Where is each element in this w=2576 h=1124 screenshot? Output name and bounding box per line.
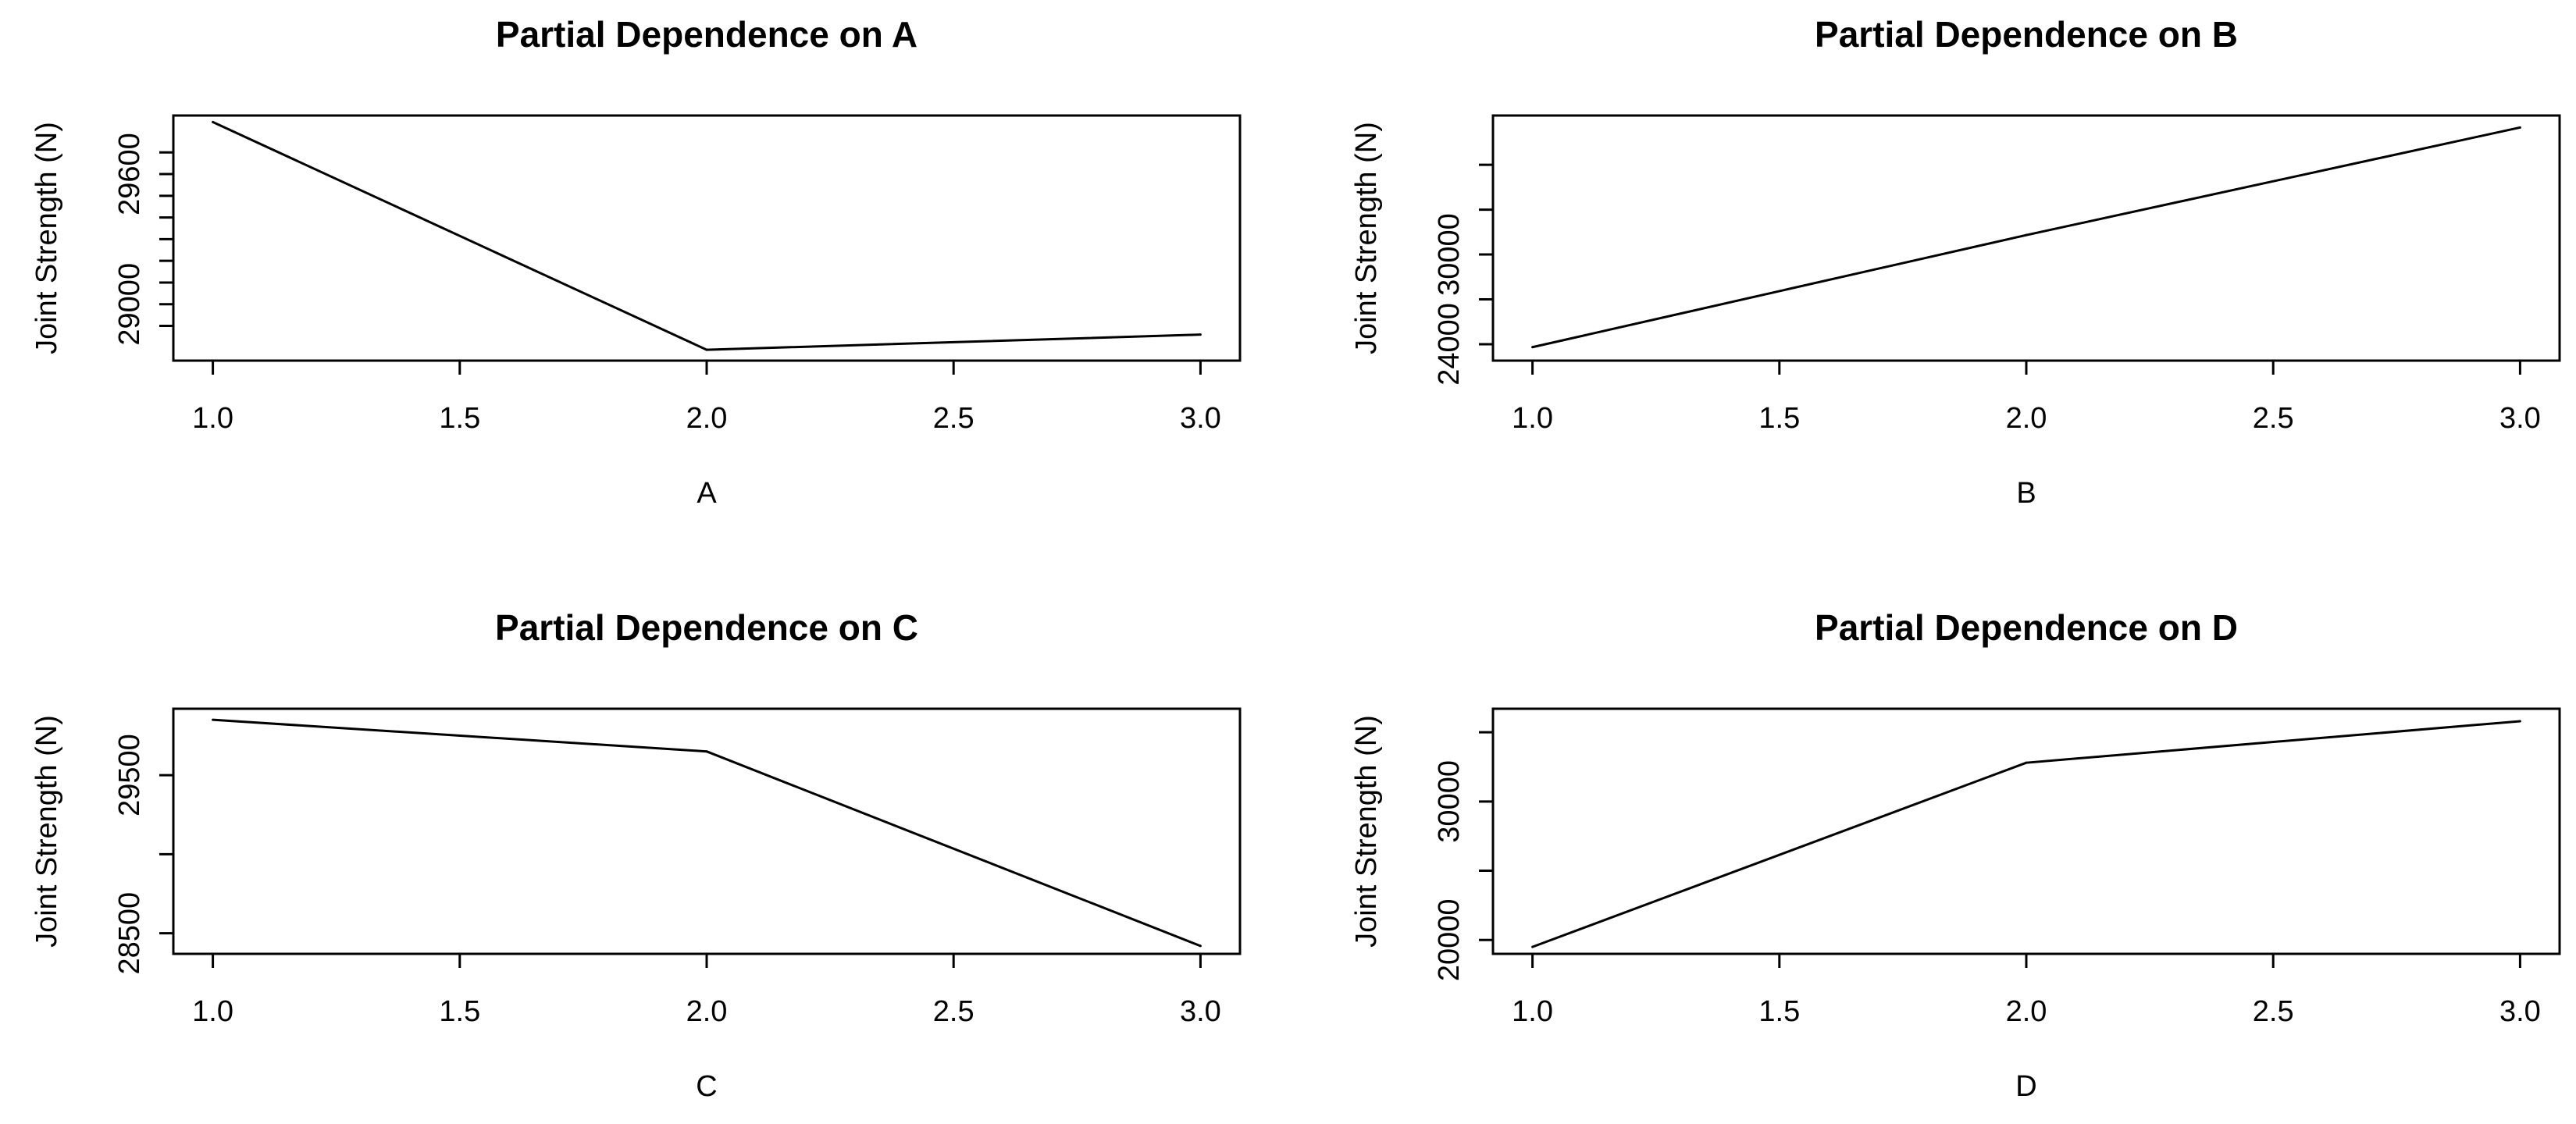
plot-frame	[172, 114, 1242, 362]
y-tick-label: 29600	[113, 133, 146, 215]
x-axis-label: A	[697, 477, 717, 510]
plot-frame	[1491, 114, 2561, 362]
data-point	[2025, 761, 2028, 764]
x-tick-label: 2.0	[686, 995, 728, 1028]
x-tick-label: 2.5	[933, 402, 974, 435]
x-axis-label: D	[2015, 1070, 2036, 1103]
y-tick-label: 29000	[113, 263, 146, 346]
y-tick-label: 30000	[1433, 760, 1466, 843]
x-tick-label: 2.0	[2006, 402, 2047, 435]
x-tick-label: 2.5	[933, 995, 974, 1028]
panel-3: Partial Dependence on C 1.0 1.5 2.0 2.5 3.0 28…	[30, 607, 1242, 1103]
panel-1: Partial Dependence on A 1.0 1.5 2.0 2.5 3.0 29…	[30, 14, 1242, 510]
data-point	[705, 750, 708, 753]
data-point	[212, 120, 215, 123]
x-tick-label: 3.0	[2499, 402, 2541, 435]
data-point	[1531, 346, 1534, 349]
panel-2: Partial Dependence on B 1.0 1.5 2.0 2.5 3.0 24…	[1350, 14, 2561, 510]
y-tick-label: 20000	[1433, 898, 1466, 981]
x-tick-label: 1.0	[192, 995, 233, 1028]
chart-title: Partial Dependence on C	[495, 607, 918, 648]
chart-title: Partial Dependence on A	[496, 14, 917, 55]
x-tick-label: 1.5	[439, 995, 480, 1028]
x-tick-label: 1.0	[192, 402, 233, 435]
x-tick-label: 2.0	[2006, 995, 2047, 1028]
x-tick-label: 3.0	[1180, 402, 1221, 435]
x-tick-label: 1.0	[1512, 402, 1553, 435]
x-tick-label: 2.5	[2253, 995, 2294, 1028]
data-point	[212, 718, 215, 721]
data-point	[1199, 333, 1202, 336]
y-axis-label: Joint Strength (N)	[30, 122, 63, 354]
y-tick-label: 24000	[1433, 303, 1466, 386]
plot-frame	[172, 707, 1242, 955]
x-tick-label: 2.0	[686, 402, 728, 435]
chart-title: Partial Dependence on D	[1815, 607, 2238, 648]
x-tick-label: 1.0	[1512, 995, 1553, 1028]
series-line	[1532, 720, 2521, 948]
x-tick-label: 1.5	[439, 402, 480, 435]
data-point	[2518, 126, 2521, 129]
data-point	[2518, 720, 2521, 723]
chart-title: Partial Dependence on B	[1815, 14, 2238, 55]
series-line	[212, 718, 1201, 948]
data-point	[705, 348, 708, 351]
x-tick-label: 3.0	[1180, 995, 1221, 1028]
plot-frame	[1491, 707, 2561, 955]
y-tick-label: 28500	[113, 892, 146, 975]
y-tick-label: 30000	[1433, 213, 1466, 296]
x-tick-label: 2.5	[2253, 402, 2294, 435]
x-tick-label: 1.5	[1758, 995, 1800, 1028]
x-tick-label: 1.5	[1758, 402, 1800, 435]
series-line	[212, 120, 1201, 351]
data-point	[1199, 944, 1202, 948]
data-point	[2025, 233, 2028, 237]
series-line	[1532, 126, 2521, 349]
panel-4: Partial Dependence on D 1.0 1.5 2.0 2.5 3.0 20…	[1350, 607, 2561, 1103]
y-axis-label: Joint Strength (N)	[1350, 715, 1383, 948]
x-axis-label: B	[2016, 477, 2036, 510]
x-axis-label: C	[696, 1070, 717, 1103]
data-point	[1531, 945, 1534, 948]
y-tick-label: 29500	[113, 734, 146, 816]
y-axis-label: Joint Strength (N)	[1350, 122, 1383, 354]
x-tick-label: 3.0	[2499, 995, 2541, 1028]
y-axis-label: Joint Strength (N)	[30, 715, 63, 948]
